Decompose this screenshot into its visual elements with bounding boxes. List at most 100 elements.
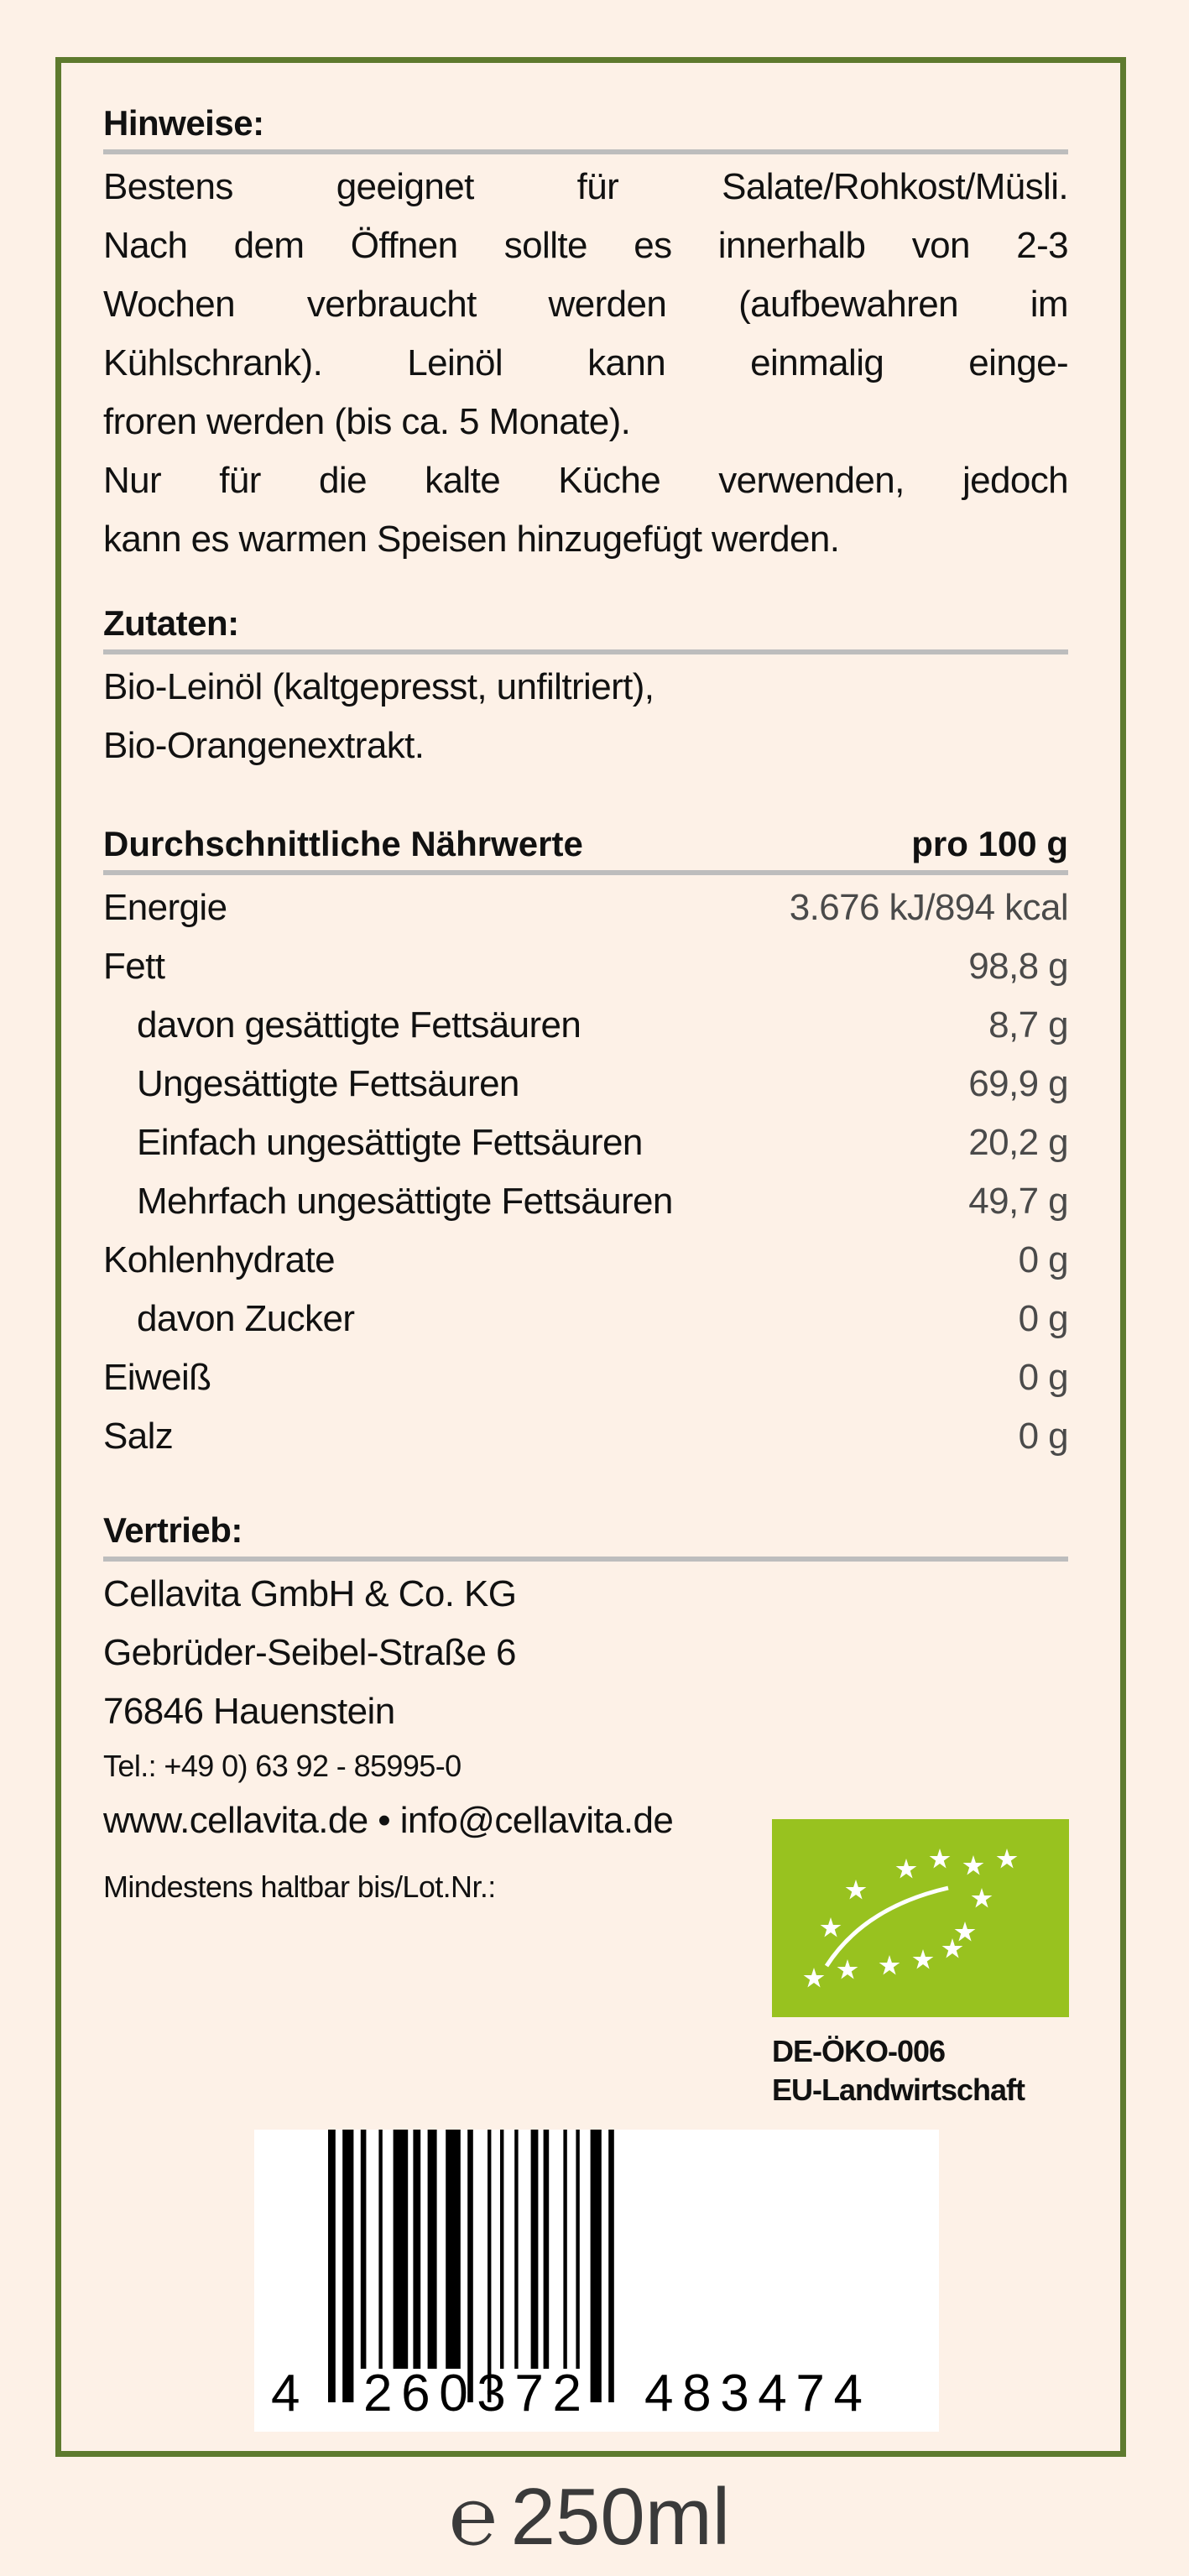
eu-leaf-stars-icon — [803, 1849, 1018, 1988]
nutrient-value: 0 g — [1018, 1298, 1069, 1339]
zutaten-heading: Zutaten: — [103, 603, 239, 643]
nutrient-value: 98,8 g — [968, 946, 1068, 987]
vertrieb-heading: Vertrieb: — [103, 1510, 242, 1550]
nutrient-label: Fett — [103, 946, 165, 987]
nutrient-label: Kohlenhydrate — [103, 1239, 336, 1280]
barcode-bar — [427, 2130, 437, 2369]
hinweis-line: Bestens geeignet für Salate/Rohkost/Müsl… — [103, 166, 1068, 207]
nutrient-value: 0 g — [1018, 1416, 1069, 1457]
web-email: www.cellavita.de • info@cellavita.de — [103, 1800, 674, 1841]
barcode-bar — [446, 2130, 461, 2369]
label-frame — [55, 57, 1126, 2457]
divider — [103, 1557, 1068, 1562]
hinweis-line: Kühlschrank). Leinöl kann einmalig einge… — [103, 342, 1068, 383]
star-icon — [820, 1917, 842, 1937]
ingredient-line: Bio-Orangenextrakt. — [103, 725, 425, 766]
divider — [103, 649, 1068, 654]
nutrient-label: davon Zucker — [137, 1298, 355, 1339]
star-icon — [971, 1888, 993, 1908]
star-icon — [879, 1955, 900, 1975]
nutrition-row: Kohlenhydrate 0 g — [103, 1231, 1069, 1290]
barcode-bar — [590, 2130, 602, 2402]
barcode-bar — [563, 2130, 567, 2369]
barcode-bar — [413, 2130, 421, 2369]
hinweis-line: Nur für die kalte Küche verwenden, jedoc… — [103, 460, 1068, 501]
barcode-bar — [360, 2130, 367, 2369]
nutrition-row: Eiweiß 0 g — [103, 1348, 1069, 1407]
nutrient-label: Mehrfach ungesättigte Fettsäuren — [137, 1181, 673, 1222]
barcode-bar — [378, 2130, 383, 2369]
star-icon — [912, 1949, 934, 1969]
nutrient-value: 69,9 g — [968, 1063, 1068, 1104]
nutrition-row: Einfach ungesättigte Fettsäuren 20,2 g — [103, 1113, 1069, 1172]
nutrient-value: 49,7 g — [968, 1181, 1068, 1222]
organic-control-code: DE-ÖKO-006 — [772, 2034, 946, 2068]
star-icon — [845, 1880, 867, 1900]
nutrition-row: davon Zucker 0 g — [103, 1290, 1069, 1348]
star-icon — [929, 1849, 951, 1869]
barcode-bar — [467, 2130, 473, 2402]
nutrition-row: Fett 98,8 g — [103, 937, 1069, 996]
star-icon — [954, 1922, 976, 1942]
zutaten-section: Zutaten: Bio-Leinöl (kaltgepresst, unfil… — [103, 597, 1068, 775]
vertrieb-section: Vertrieb: Cellavita GmbH & Co. KG Gebrüd… — [103, 1504, 1068, 1912]
star-icon — [895, 1859, 917, 1879]
organic-certification: DE-ÖKO-006 EU-Landwirtschaft — [772, 2032, 1025, 2109]
nutrition-header: Durchschnittliche Nährwerte pro 100 g — [103, 818, 1068, 870]
street-address: Gebrüder-Seibel-Straße 6 — [103, 1632, 516, 1673]
barcode-bar — [500, 2130, 504, 2369]
hinweis-line: froren werden (bis ca. 5 Monate). — [103, 401, 631, 442]
barcode-bar — [488, 2130, 492, 2402]
nutrition-unit-header: pro 100 g — [911, 824, 1068, 863]
nutrition-row: Ungesättigte Fettsäuren 69,9 g — [103, 1055, 1069, 1113]
barcode-bar — [608, 2130, 614, 2402]
star-icon — [941, 1938, 963, 1958]
barcode-bar — [393, 2130, 409, 2369]
barcode-digit-first: 4 — [271, 2365, 300, 2422]
nutrition-row: Energie 3.676 kJ/894 kcal — [103, 879, 1069, 937]
barcode-bar — [342, 2130, 354, 2402]
barcode-bars: 4 260372 483474 — [271, 2130, 863, 2422]
nutrient-label: Energie — [103, 887, 227, 928]
nutrition-row: davon gesättigte Fettsäuren 8,7 g — [103, 996, 1069, 1055]
star-icon — [803, 1968, 825, 1988]
divider — [103, 149, 1068, 154]
hinweis-line: kann es warmen Speisen hinzugefügt werde… — [103, 519, 840, 560]
hinweis-line: Nach dem Öffnen sollte es innerhalb von … — [103, 225, 1068, 266]
hinweise-heading: Hinweise: — [103, 103, 264, 143]
nutrition-row: Mehrfach ungesättigte Fettsäuren 49,7 g — [103, 1172, 1069, 1231]
nutrient-value: 3.676 kJ/894 kcal — [789, 887, 1069, 928]
volume-amount: 250ml — [510, 2472, 731, 2562]
ean-barcode: 4 260372 483474 — [254, 2130, 939, 2432]
barcode-bar — [543, 2130, 550, 2369]
nutrient-label: Einfach ungesättigte Fettsäuren — [137, 1122, 643, 1163]
nutrient-value: 20,2 g — [968, 1122, 1068, 1163]
nutrient-label: davon gesättigte Fettsäuren — [137, 1004, 581, 1046]
nutrient-value: 0 g — [1018, 1239, 1069, 1280]
barcode-bar — [514, 2130, 519, 2369]
volume-mark: ℮ 250ml — [449, 2471, 730, 2563]
barcode-digits-right: 483474 — [644, 2365, 863, 2422]
phone-number: Tel.: +49 0) 63 92 - 85995-0 — [103, 1749, 462, 1783]
organic-origin: EU-Landwirtschaft — [772, 2073, 1025, 2107]
nutrition-row: Salz 0 g — [103, 1407, 1069, 1466]
nutrient-label: Ungesättigte Fettsäuren — [137, 1063, 519, 1104]
estimated-sign-icon: ℮ — [449, 2472, 498, 2562]
nutrition-title: Durchschnittliche Nährwerte — [103, 824, 583, 863]
eu-organic-leaf-logo — [772, 1819, 1069, 2017]
nutrition-table: Durchschnittliche Nährwerte pro 100 g En… — [103, 818, 1069, 1466]
hinweis-line: Wochen verbraucht werden (aufbewahren im — [103, 284, 1068, 325]
nutrient-value: 8,7 g — [988, 1004, 1068, 1046]
star-icon — [996, 1849, 1018, 1869]
city-address: 76846 Hauenstein — [103, 1691, 395, 1732]
star-icon — [962, 1855, 984, 1875]
hinweise-section: Hinweise: Bestens geeignet für Salate/Ro… — [103, 97, 1068, 569]
nutrient-label: Eiweiß — [103, 1357, 211, 1398]
nutrient-label: Salz — [103, 1416, 174, 1457]
barcode-bar — [576, 2130, 580, 2369]
barcode-bar — [328, 2130, 336, 2402]
ingredient-line: Bio-Leinöl (kaltgepresst, unfiltriert), — [103, 666, 654, 707]
nutrient-value: 0 g — [1018, 1357, 1069, 1398]
barcode-bar — [530, 2130, 539, 2369]
company-name: Cellavita GmbH & Co. KG — [103, 1573, 517, 1614]
